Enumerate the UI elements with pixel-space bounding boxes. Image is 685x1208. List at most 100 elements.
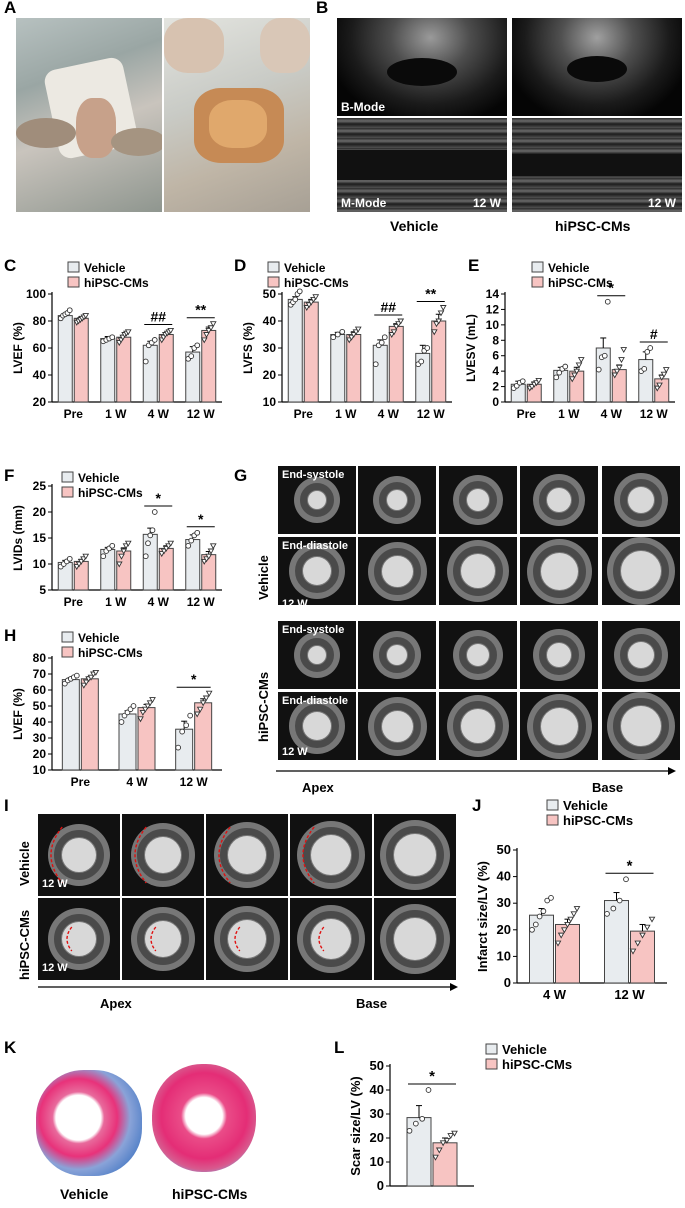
data-point — [397, 318, 405, 325]
legend-label: hiPSC-CMs — [284, 276, 349, 290]
y-tick-label: 50 — [370, 1058, 384, 1073]
x-tick-label: Pre — [64, 407, 84, 421]
panel-label-j: J — [472, 796, 482, 815]
data-point — [378, 339, 385, 346]
data-point — [142, 358, 149, 365]
caption-vehicle: Vehicle — [60, 1186, 109, 1202]
data-point — [562, 363, 569, 370]
data-point — [623, 876, 629, 883]
base-label: Base — [356, 996, 388, 1011]
data-point — [118, 553, 125, 560]
data-point — [146, 700, 154, 707]
bar-hipsc — [569, 370, 585, 403]
y-tick-label: 2 — [492, 380, 499, 394]
chart-infarct-size: 0 10 20 30 40 50 Infarct size/LV (%) 4 W 12 W * Ve… — [475, 798, 667, 1002]
significance-label: ** — [195, 302, 206, 318]
data-point — [147, 532, 154, 539]
data-point — [305, 302, 313, 309]
y-tick-label: 30 — [370, 1106, 384, 1121]
x-tick-label: 4 W — [148, 407, 170, 421]
lge-slice — [206, 898, 288, 980]
data-point — [194, 529, 201, 536]
bmode-label: B-Mode — [341, 100, 385, 114]
bar-hipsc — [80, 678, 99, 771]
bar-vehicle — [529, 914, 554, 984]
y-axis-label: Scar size/LV (%) — [348, 1076, 363, 1175]
data-point — [334, 331, 341, 338]
label-week: 12 W — [42, 878, 68, 890]
bar-hipsc — [116, 336, 132, 403]
legend-swatch — [61, 646, 74, 658]
mri-slice — [278, 692, 356, 760]
data-point — [641, 365, 648, 372]
y-tick-label: 10 — [486, 318, 500, 332]
legend-label: Vehicle — [548, 261, 590, 275]
data-point — [350, 332, 358, 339]
y-tick-label: 40 — [370, 1082, 384, 1097]
panel-label-e: E — [468, 256, 480, 275]
infarct-outline — [150, 926, 157, 952]
bar-hipsc — [630, 930, 655, 984]
x-tick-label: 12 W — [417, 407, 446, 421]
y-tick-label: 80 — [33, 651, 47, 665]
y-tick-label: 0 — [504, 975, 511, 990]
legend-label: Vehicle — [84, 261, 126, 275]
legend-swatch — [61, 631, 74, 643]
data-point — [660, 371, 668, 378]
data-point — [381, 334, 388, 341]
infarct-outline — [318, 926, 325, 952]
data-point — [557, 932, 565, 939]
bar-vehicle — [287, 298, 303, 403]
infarct-outline — [50, 826, 63, 884]
lge-slice — [38, 814, 120, 896]
infarct-outline — [302, 826, 315, 884]
y-axis-label: LVESV (mL) — [464, 314, 478, 382]
data-point — [536, 913, 543, 920]
bar-vehicle — [175, 728, 194, 771]
data-point — [554, 940, 562, 947]
mri-slice — [439, 692, 517, 760]
data-point — [388, 332, 396, 339]
row-label-vehicle: Vehicle — [256, 555, 271, 600]
lge-slice — [122, 814, 204, 896]
y-axis-label: LVIDs (mm) — [11, 505, 25, 571]
y-tick-label: 10 — [370, 1154, 384, 1169]
y-tick-label: 20 — [370, 1130, 384, 1145]
data-point — [644, 349, 651, 355]
data-point — [653, 385, 661, 392]
data-point — [196, 706, 204, 713]
bar-vehicle — [406, 1117, 432, 1187]
panel-label-f: F — [4, 466, 15, 485]
caption-vehicle: Vehicle — [390, 218, 439, 234]
label-end-systole: End-systole — [282, 469, 345, 481]
data-point — [544, 897, 551, 904]
bar-hipsc — [303, 301, 319, 403]
data-point — [620, 347, 628, 354]
y-tick-label: 40 — [33, 368, 47, 382]
x-tick-label: 4 W — [378, 407, 400, 421]
mri-slice — [520, 621, 598, 689]
data-point — [575, 362, 583, 369]
legend-label: hiPSC-CMs — [84, 276, 149, 290]
data-point — [432, 1154, 439, 1161]
infarct-outline — [374, 814, 456, 896]
x-tick-label: 4 W — [148, 595, 170, 609]
mri-slice — [520, 692, 598, 760]
legend-label: Vehicle — [502, 1042, 547, 1057]
data-point — [618, 357, 625, 364]
y-tick-label: 50 — [33, 699, 47, 713]
data-point — [439, 1140, 447, 1147]
data-point — [194, 342, 201, 349]
echo-mmode-hipsc: 12 W — [512, 118, 682, 212]
significance-label: * — [429, 1068, 435, 1085]
panel-label-d: D — [234, 256, 247, 275]
bar-vehicle — [100, 338, 116, 403]
week-label: 12 W — [472, 196, 501, 210]
chart-lvids: 5 10 15 20 25 LVIDs (mm) Pre 1 W 4 W 12 W * * Vehicl… — [11, 471, 222, 609]
bar-vehicle — [57, 315, 73, 403]
legend-label: hiPSC-CMs — [502, 1057, 572, 1072]
infarct-outline — [66, 926, 73, 952]
data-point — [151, 337, 158, 343]
y-tick-label: 50 — [497, 842, 511, 857]
data-point — [149, 527, 156, 534]
